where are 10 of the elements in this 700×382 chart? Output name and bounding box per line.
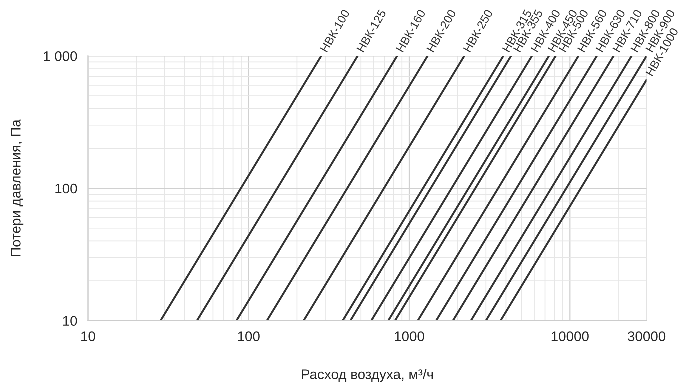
x-tick-label: 1000 <box>395 332 424 342</box>
x-axis-title: Расход воздуха, м³/ч <box>302 369 434 382</box>
x-tick-label: 100 <box>238 332 260 342</box>
y-tick-label: 10 <box>63 316 78 326</box>
y-tick-label: 1 000 <box>44 51 78 62</box>
x-tick-label: 10000 <box>552 332 589 342</box>
y-axis-title: Потери давления, Па <box>11 120 24 256</box>
y-tick-label: 100 <box>56 184 78 194</box>
x-tick-label: 30000 <box>628 332 666 342</box>
x-tick-label: 10 <box>82 332 96 342</box>
